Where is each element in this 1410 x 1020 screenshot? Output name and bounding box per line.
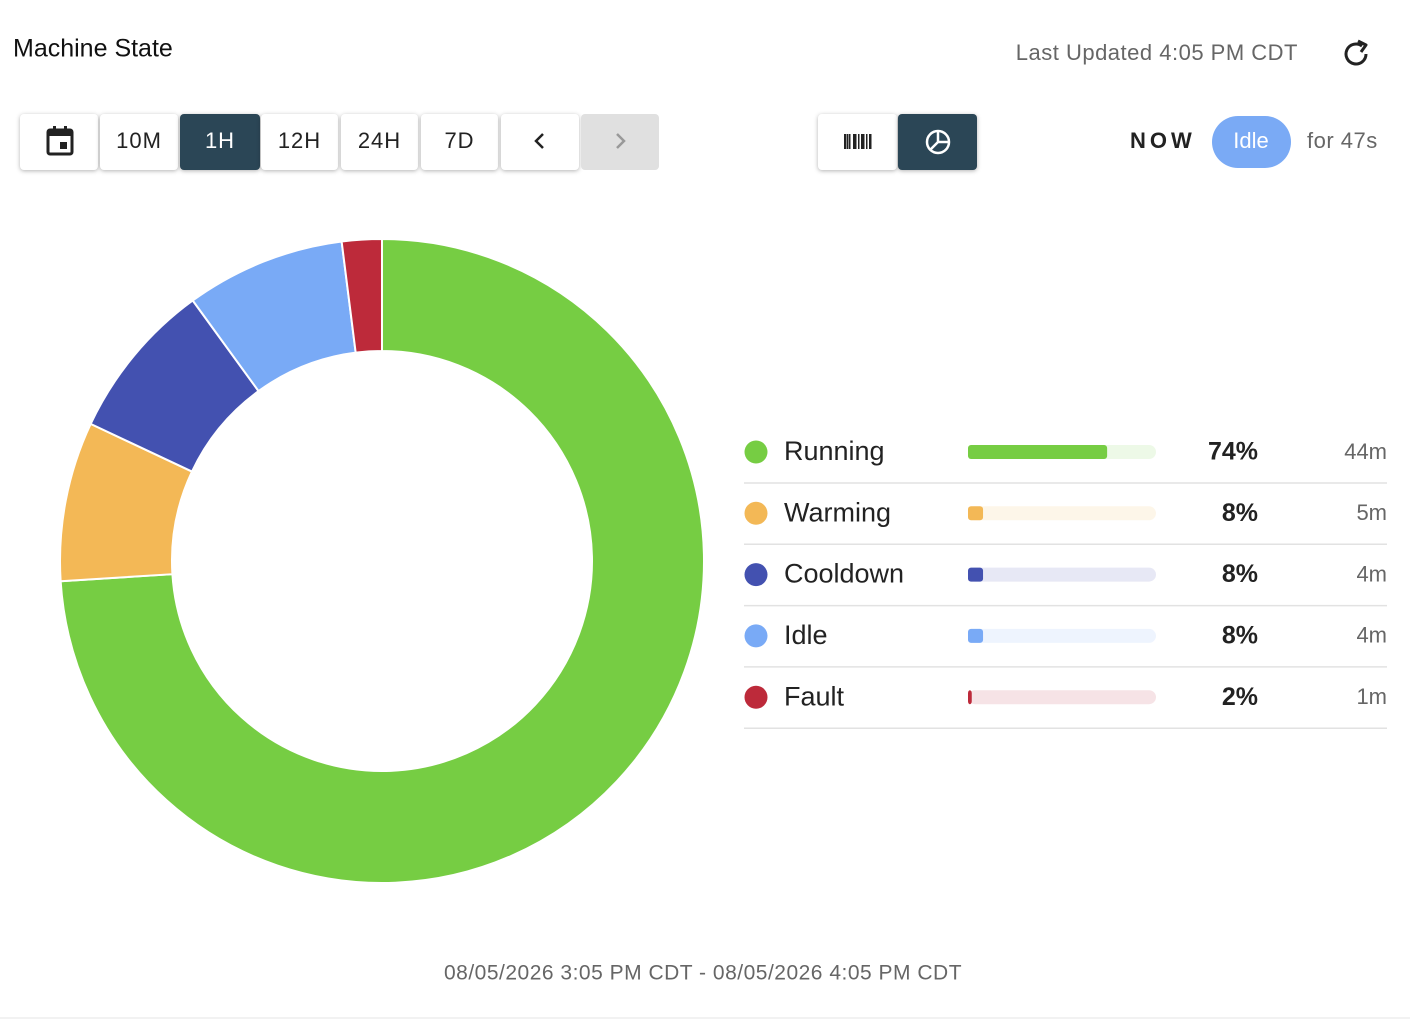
bar-fill [968, 690, 972, 705]
icon [929, 131, 949, 151]
button-bg [421, 114, 498, 170]
legend-duration: 4m [1356, 623, 1387, 648]
range-button[interactable]: 10M [100, 114, 178, 170]
icon [855, 134, 857, 149]
icon [847, 134, 849, 149]
range-button[interactable]: 12H [261, 114, 338, 170]
legend-percent: 8% [1222, 560, 1258, 588]
state: Idle [1233, 128, 1268, 153]
legend-percent: 8% [1222, 622, 1258, 650]
button-bg [341, 114, 418, 170]
legend-percent: 8% [1222, 499, 1258, 527]
icon [863, 134, 865, 149]
legend-duration: 1m [1356, 684, 1387, 709]
legend-label: Running [784, 436, 885, 466]
bar-fill [968, 628, 984, 643]
range-button[interactable]: 1H [180, 114, 260, 170]
icon [869, 134, 872, 149]
range-button[interactable]: 7D [421, 114, 498, 170]
icon [861, 134, 864, 149]
button-bg [100, 114, 178, 170]
icon [844, 134, 847, 149]
timeline-view-button[interactable] [818, 114, 897, 170]
range-label: 24H [358, 128, 401, 153]
legend-label: Cooldown [784, 559, 904, 589]
state-duration: for 47s [1307, 128, 1378, 153]
legend-dot [744, 440, 768, 464]
range-button[interactable]: 24H [341, 114, 418, 170]
icon [853, 134, 856, 149]
bar-fill [968, 567, 984, 582]
legend-label: Idle [784, 620, 828, 650]
bar-track [968, 690, 1156, 705]
legend-label: Fault [784, 681, 845, 711]
button-bg [180, 114, 260, 170]
next-button[interactable] [581, 114, 659, 170]
legend-dot [744, 501, 768, 525]
range-label: 10M [116, 128, 162, 153]
bar-track [968, 567, 1156, 582]
legend-duration: 5m [1356, 500, 1387, 525]
button-bg [261, 114, 338, 170]
legend-percent: 2% [1222, 683, 1258, 711]
state-pill [1212, 116, 1291, 168]
legend-dot [744, 685, 768, 709]
legend-dot [744, 563, 768, 587]
donut-view-button[interactable] [898, 114, 977, 170]
time-range: 08/05/2026 3:05 PM CDT - 08/05/2026 4:05… [444, 962, 962, 985]
icon [858, 134, 860, 149]
legend-duration: 44m [1344, 439, 1387, 464]
donut-segment [340, 238, 383, 354]
range-label: 7D [444, 128, 474, 153]
calendar-button[interactable] [20, 114, 98, 170]
range-label: 1H [205, 128, 235, 153]
bar-track [968, 506, 1156, 521]
bar-track [968, 628, 1156, 643]
donut-segment [59, 238, 705, 884]
bar-fill [968, 506, 984, 521]
bar-fill [968, 445, 1108, 459]
button-bg [818, 114, 897, 170]
prev-button[interactable] [501, 114, 579, 170]
legend-label: Warming [784, 497, 891, 527]
icon [866, 134, 868, 149]
title: Machine State [13, 35, 173, 63]
legend-percent: 74% [1208, 438, 1258, 466]
legend-dot [744, 624, 768, 648]
legend-duration: 4m [1356, 561, 1387, 586]
now-label: NOW [1130, 128, 1196, 153]
icon [849, 134, 851, 149]
range-label: 12H [278, 128, 321, 153]
last-updated: Last Updated 4:05 PM CDT [1016, 40, 1298, 65]
refresh-button[interactable] [1344, 39, 1368, 66]
